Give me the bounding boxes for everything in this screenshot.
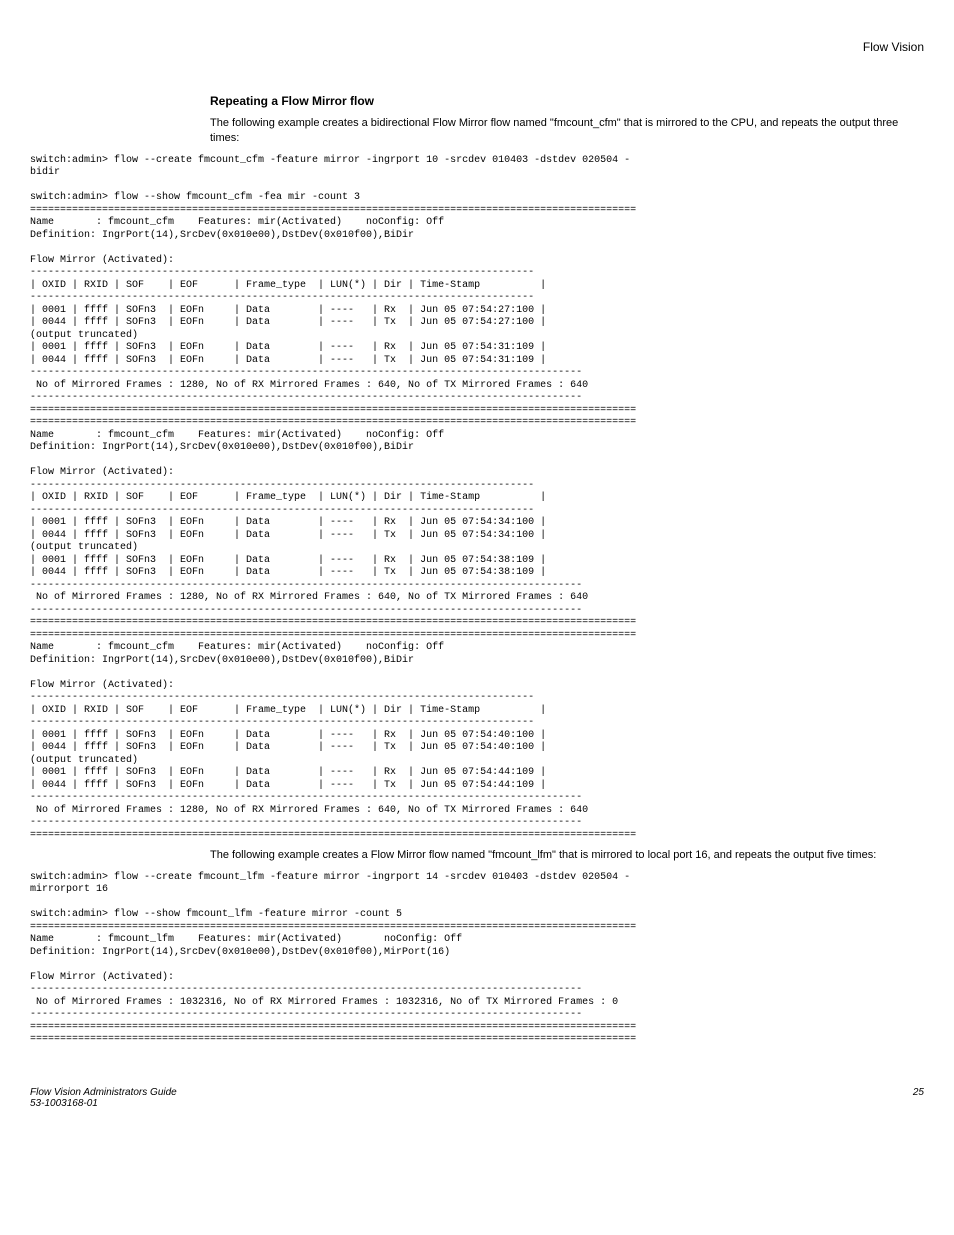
footer-title: Flow Vision Administrators Guide [30,1087,177,1098]
footer-left: Flow Vision Administrators Guide 53-1003… [30,1087,177,1109]
footer-page: 25 [913,1087,924,1109]
doc-section-header: Flow Vision [30,40,924,54]
terminal-output-2: switch:admin> flow --create fmcount_lfm … [30,872,924,1047]
terminal-output-1: switch:admin> flow --create fmcount_cfm … [30,155,924,843]
section-title-repeating: Repeating a Flow Mirror flow [210,94,924,108]
footer-docnum: 53-1003168-01 [30,1098,177,1109]
page-footer: Flow Vision Administrators Guide 53-1003… [30,1087,924,1109]
section2-intro: The following example creates a Flow Mir… [210,848,924,863]
section1-intro: The following example creates a bidirect… [210,116,924,147]
